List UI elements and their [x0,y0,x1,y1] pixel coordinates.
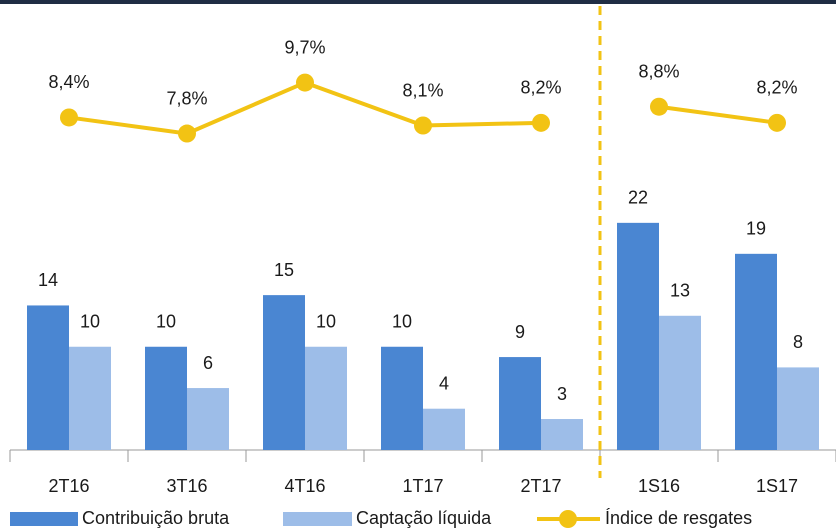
bar [777,367,819,450]
legend-label: Índice de resgates [605,508,752,528]
bar [145,346,187,450]
x-tick-label: 4T16 [284,476,325,496]
line-marker [296,73,314,92]
bar-value-label: 22 [628,188,648,208]
bar-value-label: 19 [746,219,766,239]
line-value-label: 8,4% [48,72,89,92]
legend-marker [559,510,577,528]
bar [735,253,777,450]
bar [423,408,465,450]
x-tick-label: 3T16 [166,476,207,496]
top-strip [0,0,836,4]
bar-value-label: 13 [670,281,690,301]
line-value-label: 8,2% [520,78,561,98]
bar [187,388,229,450]
x-tick-label: 2T16 [48,476,89,496]
x-tick-label: 1T17 [402,476,443,496]
x-tick-label: 2T17 [520,476,561,496]
bar [305,346,347,450]
line-value-label: 8,2% [756,78,797,98]
bar [617,222,659,450]
bar-value-label: 10 [392,312,412,332]
line-marker [178,124,196,143]
bar-value-label: 6 [203,353,213,373]
bar-value-label: 10 [80,312,100,332]
line [658,104,778,125]
line-marker [414,116,432,135]
x-tick-label: 1S16 [638,476,680,496]
line-marker [650,97,668,116]
bar-value-label: 15 [274,260,294,280]
bar [381,346,423,450]
bar-value-label: 14 [38,270,58,290]
bar [27,305,69,450]
bar-value-label: 9 [515,322,525,342]
bar-value-label: 10 [316,312,336,332]
legend-label: Contribuição bruta [82,508,230,528]
bar [499,357,541,450]
x-tick-label: 1S17 [756,476,798,496]
bar [69,346,111,450]
line-value-label: 8,8% [638,61,679,81]
bar-value-label: 4 [439,373,449,393]
bar [263,295,305,450]
line-marker [60,108,78,127]
bar-value-label: 10 [156,312,176,332]
bar-value-label: 8 [793,332,803,352]
line-value-label: 8,1% [402,80,443,100]
bar-value-label: 3 [557,384,567,404]
line-value-label: 7,8% [166,88,207,108]
line-marker [768,113,786,132]
line-marker [532,113,550,132]
legend-swatch [10,512,78,526]
legend-swatch [283,512,352,526]
bar [659,315,701,450]
legend-label: Captação líquida [356,508,492,528]
line-value-label: 9,7% [284,37,325,57]
bar [541,419,583,450]
